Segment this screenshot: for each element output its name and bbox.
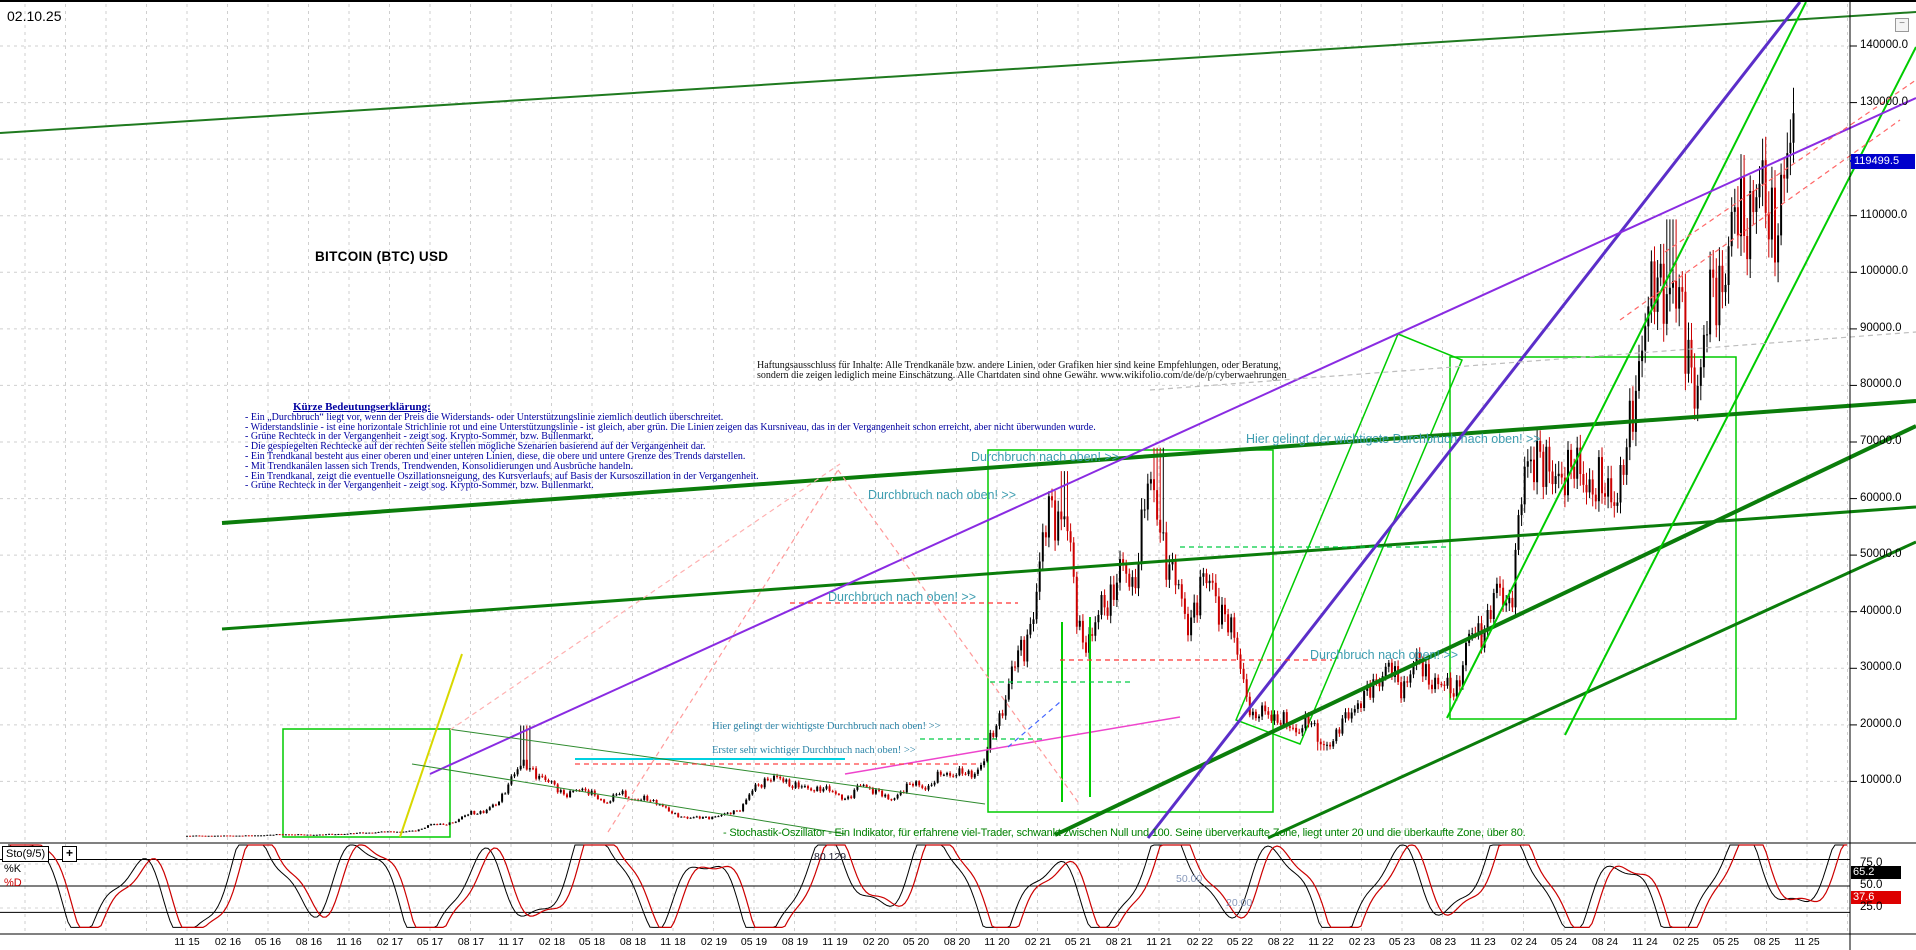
time-axis-label: 02 20	[862, 936, 890, 948]
time-axis-label: 08 20	[943, 936, 971, 948]
breakout-annotation: Durchbruch nach oben! >>	[828, 590, 977, 604]
time-axis-label: 11 25	[1794, 936, 1820, 948]
price-axis-label: 20000.0	[1860, 718, 1902, 730]
time-axis-label: 08 24	[1591, 936, 1619, 948]
oscillator-axis-label: 25.0	[1860, 901, 1883, 913]
time-axis-label: 11 17	[498, 936, 524, 948]
explanation-line: - Grüne Rechteck in der Vergangenheit - …	[245, 480, 594, 492]
time-axis-label: 11 15	[174, 936, 200, 948]
breakout-annotation: Hier gelingt der wichtigste Durchbruch n…	[1246, 432, 1541, 446]
time-axis-label: 11 20	[984, 936, 1010, 948]
explanation-line: - Ein „Durchbruch“ liegt vor, wenn der P…	[245, 411, 724, 423]
time-axis-label: 08 17	[457, 936, 485, 948]
time-axis-label: 05 23	[1388, 936, 1416, 948]
time-axis-label: 02 21	[1024, 936, 1052, 948]
oscillator-axis-label: 75.0	[1860, 857, 1883, 869]
price-axis-label: 100000.0	[1860, 265, 1908, 277]
price-axis-label: 60000.0	[1860, 492, 1902, 504]
chart-title: BITCOIN (BTC) USD	[315, 249, 449, 264]
explanation-line: - Mit Trendkanälen lassen sich Trends, T…	[245, 460, 634, 472]
price-axis-label: 40000.0	[1860, 605, 1902, 617]
time-axis-label: 02 23	[1348, 936, 1376, 948]
price-axis-label: 10000.0	[1860, 774, 1902, 786]
time-axis-label: 11 22	[1308, 936, 1334, 948]
time-axis-label: 08 25	[1753, 936, 1781, 948]
time-axis-label: 02 24	[1510, 936, 1538, 948]
time-axis-label: 05 16	[254, 936, 282, 948]
price-axis-label: 30000.0	[1860, 661, 1902, 673]
time-axis-label: 05 19	[740, 936, 768, 948]
time-axis-label: 08 23	[1429, 936, 1457, 948]
time-axis-label: 02 19	[700, 936, 728, 948]
k-line-label: %K	[4, 863, 22, 875]
current-price-tag: 119499.5	[1851, 154, 1915, 169]
k-value-badge: 65.2	[1851, 866, 1901, 879]
time-axis-label: 02 17	[376, 936, 404, 948]
time-axis-label: 02 25	[1672, 936, 1700, 948]
time-axis-label: 02 18	[538, 936, 566, 948]
breakout-annotation: Durchbruch nach oben! >>	[1310, 648, 1459, 662]
explanation-line: - Widerstandslinie - ist eine horizontal…	[245, 421, 1096, 433]
price-axis-label: 140000.0	[1860, 39, 1908, 51]
time-axis-label: 02 22	[1186, 936, 1214, 948]
disclaimer-line2: sondern die zeigen lediglich meine Einsc…	[757, 369, 1287, 381]
chart-date: 02.10.25	[7, 8, 62, 24]
explanation-line: - Ein Trendkanal, zeigt die eventuelle O…	[245, 470, 759, 482]
time-axis-label: 05 18	[578, 936, 606, 948]
oscillator-description: - Stochastik-Oszillator - Ein Indikator,…	[723, 827, 1526, 839]
time-axis-label: 08 19	[781, 936, 809, 948]
time-axis-label: 11 24	[1632, 936, 1658, 948]
oscillator-axis-label: 50.0	[1860, 879, 1883, 891]
time-axis-label: 11 19	[822, 936, 848, 948]
explanation-line: - Ein Trendkanal besteht aus einer obere…	[245, 450, 746, 462]
time-axis-label: 05 17	[416, 936, 444, 948]
breakout-annotation: Durchbruch nach oben! >>	[971, 450, 1120, 464]
disclaimer: Haftungsausschluss für Inhalte: Alle Tre…	[757, 361, 1286, 380]
price-axis-label: 70000.0	[1860, 435, 1902, 447]
explanation-line: - Grüne Rechteck in der Vergangenheit - …	[245, 431, 594, 443]
explanation-heading: Kürze Bedeutungserklärung:	[293, 401, 431, 413]
time-axis-label: 08 22	[1267, 936, 1295, 948]
time-axis-label: 11 16	[336, 936, 362, 948]
legend-explanation-block: Kürze Bedeutungserklärung: - Ein „Durchb…	[245, 401, 1096, 492]
collapse-panel-icon[interactable]: −	[1895, 18, 1909, 32]
d-value-badge: 37.6	[1851, 891, 1901, 904]
price-axis-label: 50000.0	[1860, 548, 1902, 560]
time-axis-label: 02 16	[214, 936, 242, 948]
explanation-line: - Die gespiegelten Rechtecke auf der rec…	[245, 441, 706, 453]
time-axis-label: 05 25	[1712, 936, 1740, 948]
time-axis-label: 05 21	[1064, 936, 1092, 948]
price-axis-label: 90000.0	[1860, 322, 1902, 334]
price-axis-label: 130000.0	[1860, 96, 1908, 108]
time-axis-label: 11 21	[1146, 936, 1172, 948]
disclaimer-line1: Haftungsausschluss für Inhalte: Alle Tre…	[757, 360, 1281, 371]
price-axis-label: 80000.0	[1860, 378, 1902, 390]
oscillator-name-button[interactable]: Sto(9/5)	[2, 846, 50, 862]
oscillator-level-label: 80.129	[814, 851, 847, 863]
time-axis-label: 08 21	[1105, 936, 1133, 948]
time-axis-label: 05 24	[1550, 936, 1578, 948]
time-axis-label: 11 18	[660, 936, 686, 948]
price-axis-label: 110000.0	[1860, 209, 1908, 221]
breakout-annotation: Erster sehr wichtiger Durchbruch nach ob…	[712, 745, 916, 756]
oscillator-level-label: 50.00	[1176, 873, 1203, 885]
oscillator-level-label: 20.00	[1226, 897, 1253, 909]
breakout-annotation: Hier gelingt der wichtigste Durchbruch n…	[712, 721, 941, 732]
d-line-label: %D	[4, 877, 22, 889]
time-axis-label: 05 20	[902, 936, 930, 948]
time-axis-label: 11 23	[1470, 936, 1496, 948]
time-axis-label: 08 18	[619, 936, 647, 948]
breakout-annotation: Durchbruch nach oben! >>	[868, 488, 1017, 502]
time-axis-label: 05 22	[1226, 936, 1254, 948]
add-indicator-button[interactable]: +	[62, 846, 77, 862]
time-axis-label: 08 16	[295, 936, 323, 948]
